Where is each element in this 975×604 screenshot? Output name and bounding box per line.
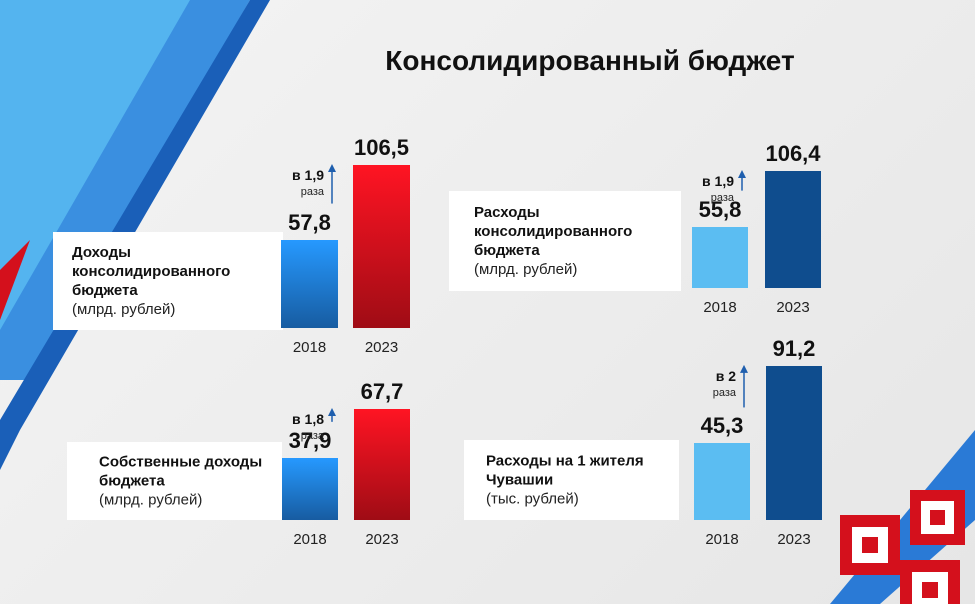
panel-text: Расходы консолидированного бюджета (млрд.… [474, 203, 669, 279]
bar [694, 443, 750, 520]
x-tick-label: 2018 [293, 531, 327, 548]
value-label: 55,8 [698, 196, 742, 222]
value-label: 91,2 [772, 335, 816, 361]
annotation: в 1,9 [292, 167, 324, 184]
bar [692, 226, 748, 288]
x-tick-label: 2023 [776, 299, 810, 316]
panel-title: Собственные доходы бюджета [99, 453, 263, 490]
bar [765, 170, 821, 288]
annotation-unit: раза [710, 191, 734, 204]
value-label: 106,5 [353, 135, 410, 161]
x-tick-label: 2023 [364, 339, 399, 356]
bar [281, 239, 338, 328]
value-label: 67,7 [360, 378, 404, 404]
panel-title: Расходы на 1 жителя Чувашии [486, 452, 644, 489]
value-label: 106,4 [765, 140, 821, 166]
page-title: Консолидированный бюджет [385, 45, 795, 76]
bar [766, 365, 822, 520]
value-label: 37,9 [288, 427, 332, 453]
bar [354, 408, 410, 520]
panel-text: Собственные доходы бюджета (млрд. рублей) [99, 453, 270, 510]
x-tick-label: 2023 [777, 531, 811, 548]
x-tick-label: 2023 [365, 531, 399, 548]
panel [67, 442, 282, 520]
x-tick-label: 2018 [292, 339, 327, 356]
panel-text: Расходы на 1 жителя Чувашии (тыс. рублей) [486, 452, 667, 509]
panel-subtitle: (тыс. рублей) [486, 490, 579, 508]
annotation-unit: раза [300, 186, 324, 199]
x-tick-label: 2018 [705, 531, 739, 548]
annotation-unit: раза [712, 386, 736, 399]
panel [449, 191, 681, 291]
panel-text: Доходы консолидированного бюджета (млрд. … [72, 243, 271, 319]
panel [53, 232, 283, 330]
annotation: в 2 [715, 367, 736, 384]
panel-subtitle: (млрд. рублей) [99, 491, 203, 509]
value-label: 57,8 [288, 209, 331, 235]
annotation: в 1,9 [702, 172, 734, 189]
value-label: 45,3 [700, 413, 744, 439]
panel-subtitle: (млрд. рублей) [474, 261, 578, 278]
bar [353, 165, 410, 328]
bar [282, 457, 338, 520]
panel-title: Доходы консолидированного бюджета [72, 244, 231, 299]
panel-subtitle: (млрд. рублей) [72, 301, 176, 318]
panel-title: Расходы консолидированного бюджета [474, 204, 633, 259]
annotation: в 1,8 [292, 410, 324, 427]
x-tick-label: 2018 [703, 299, 737, 316]
annotation-unit: раза [300, 429, 324, 442]
panel [464, 440, 679, 520]
